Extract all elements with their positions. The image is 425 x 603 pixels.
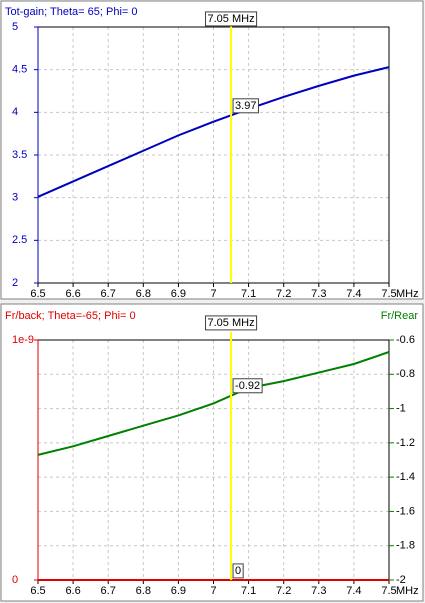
x-tick-label: 7	[210, 585, 216, 597]
y-tick-label: 3.5	[12, 149, 27, 161]
panel	[0, 303, 424, 602]
y-tick-label: 4.5	[12, 64, 27, 76]
y2-tick-label: -1.6	[396, 505, 415, 517]
x-tick-label: 7.5	[381, 288, 396, 300]
y-tick-label: 2	[12, 277, 18, 289]
cursor-readout: 0	[235, 565, 241, 577]
y2-tick-label: -2	[396, 574, 406, 586]
x-tick-label: 7.4	[346, 585, 361, 597]
cursor-label-box	[205, 11, 258, 27]
x-tick-label: 6.9	[171, 585, 186, 597]
x-tick-label: 6.6	[65, 288, 80, 300]
y2-axis-title: Fr/Rear	[381, 310, 419, 322]
x-tick-label: 6.5	[30, 288, 45, 300]
cursor-readout-box	[232, 98, 259, 114]
cursor-readout: 3.97	[235, 100, 256, 112]
y2-tick-label: -1.4	[396, 471, 415, 483]
panel	[0, 0, 424, 300]
x-tick-label: 7	[210, 288, 216, 300]
x-unit: MHz	[396, 288, 419, 300]
x-tick-label: 7.5	[381, 585, 396, 597]
x-tick-label: 6.7	[101, 288, 116, 300]
y-tick-label: 5	[12, 21, 18, 33]
cursor-label-box	[205, 315, 258, 331]
x-tick-label: 6.6	[65, 585, 80, 597]
x-tick-label: 7.3	[311, 288, 326, 300]
x-tick-label: 6.8	[136, 585, 151, 597]
y-tick-label: 1e-9	[12, 334, 34, 346]
y2-tick-label: -1	[396, 402, 406, 414]
chart-title: Fr/back; Theta=-65; Phi= 0	[5, 310, 136, 322]
cursor-label: 7.05 MHz	[208, 317, 255, 329]
cursor-readout-box	[232, 378, 263, 394]
y-tick-label: 2.5	[12, 234, 27, 246]
x-tick-label: 7.1	[241, 585, 256, 597]
y-tick-label: 0	[12, 574, 18, 586]
y2-tick-label: -1.2	[396, 437, 415, 449]
x-tick-label: 6.5	[30, 585, 45, 597]
chart-title: Tot-gain; Theta= 65; Phi= 0	[5, 6, 138, 18]
x-tick-label: 7.2	[276, 585, 291, 597]
cursor-readout: -0.92	[235, 380, 260, 392]
x-tick-label: 7.4	[346, 288, 361, 300]
x-tick-label: 7.1	[241, 288, 256, 300]
cursor-label: 7.05 MHz	[208, 13, 255, 25]
y-tick-label: 4	[12, 106, 18, 118]
y-tick-label: 3	[12, 192, 18, 204]
x-tick-label: 6.9	[171, 288, 186, 300]
y2-tick-label: -1.8	[396, 540, 415, 552]
x-tick-label: 6.7	[101, 585, 116, 597]
cursor-readout-box	[232, 563, 244, 579]
y2-tick-label: -0.6	[396, 334, 415, 346]
x-tick-label: 7.3	[311, 585, 326, 597]
series-line	[37, 351, 390, 456]
x-unit: MHz	[396, 585, 419, 597]
y2-tick-label: -0.8	[396, 368, 415, 380]
x-tick-label: 7.2	[276, 288, 291, 300]
series-line	[37, 66, 390, 198]
x-tick-label: 6.8	[136, 288, 151, 300]
